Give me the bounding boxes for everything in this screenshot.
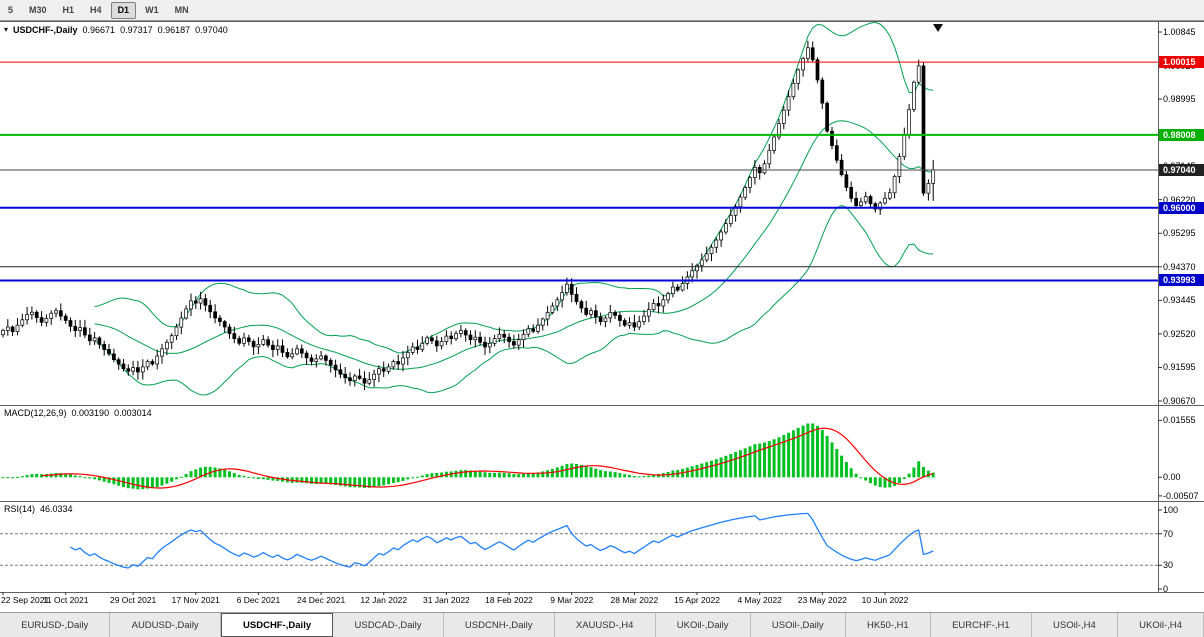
- timeframe-button-W1[interactable]: W1: [145, 4, 159, 15]
- price-axis-label: 0.96220: [1163, 194, 1196, 205]
- macd-signal-value: 0.003014: [114, 408, 152, 418]
- ohlc-low: 0.96187: [157, 25, 191, 35]
- chart-tabs-bar: EURUSD-,Daily AUDUSD-,Daily USDCHF-,Daily U…: [0, 612, 1204, 637]
- macd-axis-label: 0.00: [1163, 472, 1181, 483]
- price-axis-label: 0.90670: [1163, 396, 1196, 406]
- candles-layer: [1, 40, 936, 391]
- macd-label: MACD(12,26,9): [4, 408, 67, 418]
- chart-tab-USOil-H4[interactable]: USOil-,H4: [1031, 613, 1118, 637]
- chart-tab-UKOil-H4[interactable]: UKOil-,H4: [1117, 613, 1204, 637]
- price-level-badge-0.98008: 0.98008: [1159, 128, 1204, 141]
- ohlc-close: 0.97040: [195, 25, 228, 35]
- date-axis-label: 15 Apr 2022: [674, 595, 720, 605]
- timeframe-toolbar: 5 M30 H1 H4 D1 W1 MN: [0, 0, 1204, 21]
- date-axis-label: 4 May 2022: [737, 595, 782, 605]
- chart-tab-UKOil-Daily[interactable]: UKOil-,Daily: [655, 613, 751, 637]
- macd-axis-label: -0.00507: [1163, 490, 1199, 501]
- price-axis-label: 0.94370: [1163, 261, 1196, 272]
- ohlc-high: 0.97317: [120, 25, 153, 35]
- chevron-down-icon[interactable]: ▾: [4, 25, 9, 34]
- chart-tab-USOil-Daily[interactable]: USOil-,Daily: [750, 613, 846, 637]
- date-axis-label: 11 Oct 2021: [42, 595, 89, 605]
- chart-symbol-label: USDCHF-,Daily: [13, 25, 78, 35]
- price-level-badge-1.00015: 1.00015: [1159, 56, 1204, 69]
- timeframe-button-M30[interactable]: M30: [29, 4, 47, 15]
- rsi-label: RSI(14): [4, 504, 36, 514]
- timeframe-button-H4[interactable]: H4: [90, 4, 102, 15]
- price-axis-label: 0.91595: [1163, 362, 1196, 373]
- chart-tab-USDCNH-Daily[interactable]: USDCNH-,Daily: [443, 613, 555, 637]
- date-axis-label: 23 May 2022: [797, 595, 847, 605]
- timeframe-button-5[interactable]: 5: [8, 4, 14, 15]
- chart-tab-XAUUSD-H4[interactable]: XAUUSD-,H4: [554, 613, 656, 637]
- date-axis-label: 9 Mar 2022: [550, 595, 594, 605]
- chart-tab-AUDUSD-Daily[interactable]: AUDUSD-,Daily: [110, 613, 221, 637]
- price-level-badge-0.96000: 0.96000: [1159, 201, 1204, 214]
- date-axis-label: 18 Feb 2022: [485, 595, 533, 605]
- date-axis-label: 29 Oct 2021: [109, 595, 157, 605]
- chart-shift-marker-icon: [933, 24, 943, 32]
- macd-layer: [1, 423, 935, 490]
- chart-ohlc-header: ▾ USDCHF-,Daily 0.96671 0.97317 0.96187 …: [4, 25, 228, 35]
- macd-indicator-header: MACD(12,26,9) 0.003190 0.003014: [4, 408, 152, 418]
- date-axis-label: 22 Sep 2021: [1, 595, 50, 605]
- price-axis-label: 1.00845: [1163, 26, 1196, 37]
- rsi-axis-label: 0: [1163, 584, 1169, 594]
- timeframe-button-MN[interactable]: MN: [174, 4, 189, 15]
- chart-tab-HK50-H1[interactable]: HK50-,H1: [845, 613, 931, 637]
- timeframe-button-D1[interactable]: D1: [110, 1, 137, 19]
- price-axis-label: 0.93445: [1163, 295, 1196, 306]
- rsi-indicator-header: RSI(14) 46.0334: [4, 504, 73, 514]
- rsi-layer: [0, 512, 1158, 569]
- chart-canvas[interactable]: [0, 0, 1204, 612]
- rsi-value: 46.0334: [40, 504, 73, 514]
- rsi-axis-label: 70: [1163, 528, 1174, 539]
- date-axis-label: 6 Dec 2021: [236, 595, 281, 605]
- date-axis-label: 24 Dec 2021: [296, 595, 346, 605]
- date-axis-label: 12 Jan 2022: [360, 595, 408, 605]
- price-axis-label: 0.95295: [1163, 228, 1196, 239]
- macd-axis-label: 0.01555: [1163, 415, 1196, 426]
- price-axis-label: 0.92520: [1163, 328, 1196, 339]
- date-axis-label: 28 Mar 2022: [610, 595, 659, 605]
- rsi-axis-label: 30: [1163, 560, 1174, 571]
- chart-chrome-layer: [0, 21, 1204, 595]
- price-axis-label: 0.98995: [1163, 94, 1196, 105]
- price-level-badge-0.93993: 0.93993: [1159, 274, 1204, 287]
- macd-value: 0.003190: [71, 408, 110, 418]
- chart-tab-EURUSD-Daily[interactable]: EURUSD-,Daily: [0, 613, 111, 637]
- chart-tab-USDCAD-Daily[interactable]: USDCAD-,Daily: [333, 613, 444, 637]
- date-axis-label: 17 Nov 2021: [171, 595, 220, 605]
- date-axis-label: 31 Jan 2022: [422, 595, 470, 605]
- horizontal-lines-layer: [0, 61, 1158, 282]
- rsi-axis-label: 100: [1163, 505, 1179, 515]
- price-level-badge-0.97040: 0.97040: [1159, 163, 1204, 176]
- date-axis-label: 10 Jun 2022: [861, 595, 909, 605]
- ohlc-open: 0.96671: [82, 25, 116, 35]
- chart-tab-EURCHF-H1[interactable]: EURCHF-,H1: [930, 613, 1032, 637]
- chart-tab-USDCHF-Daily[interactable]: USDCHF-,Daily: [220, 613, 334, 637]
- timeframe-button-H1[interactable]: H1: [62, 4, 75, 15]
